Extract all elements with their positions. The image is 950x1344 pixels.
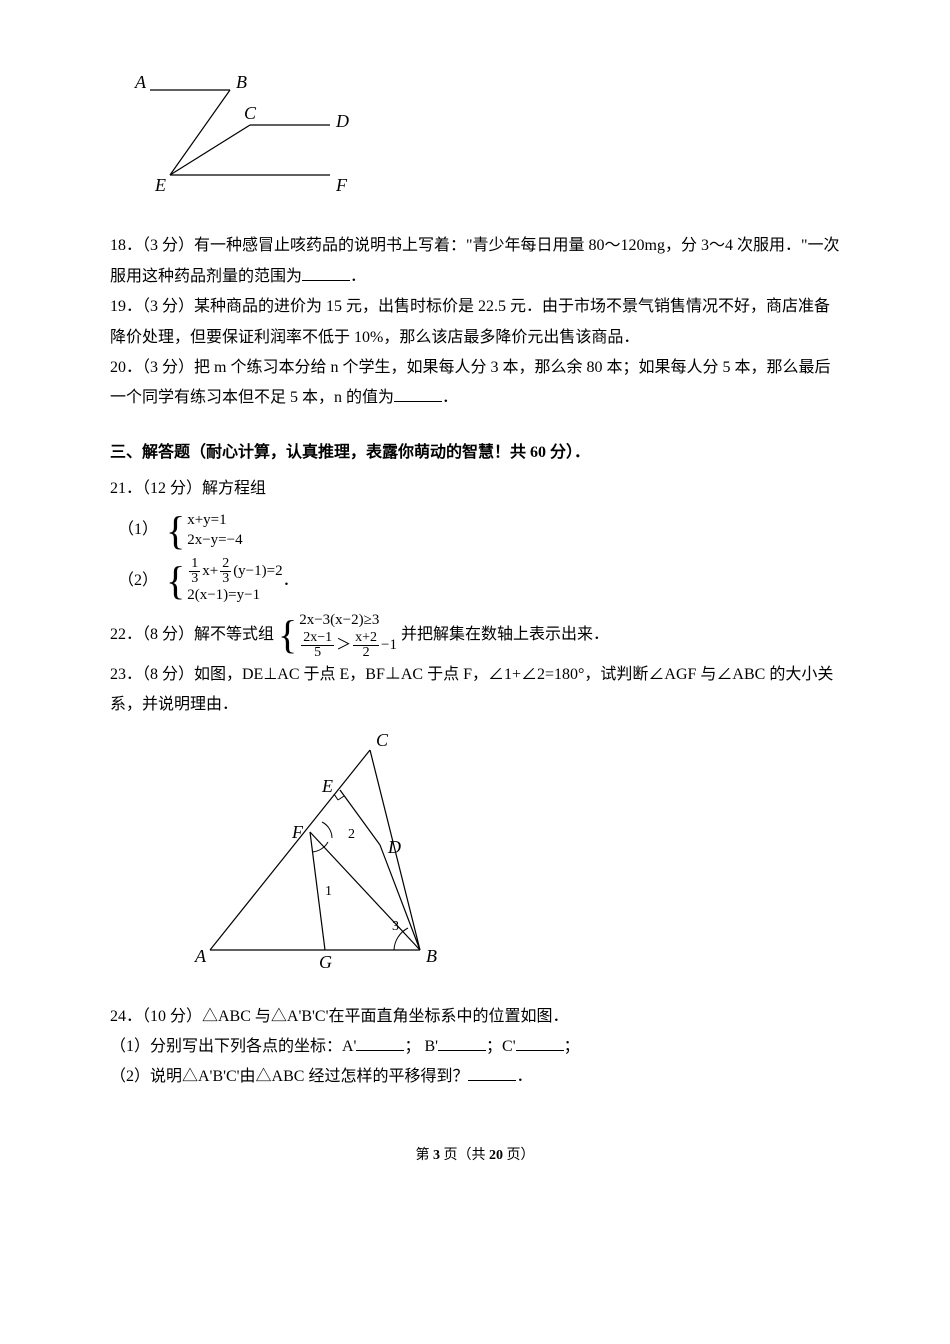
- q20-suffix: ．: [442, 389, 458, 406]
- svg-text:3: 3: [392, 919, 399, 934]
- q22-pre: 22．（8 分）解不等式组: [110, 620, 274, 650]
- q21-sys2-suffix: ．: [283, 566, 299, 596]
- q19-block: 19．（3 分）某种商品的进价为 15 元，出售时标价是 22.5 元．由于市场…: [110, 292, 840, 353]
- q20-blank: [394, 385, 442, 402]
- q21-p2-label: （2）: [118, 566, 158, 596]
- q22-sys-l1: 2x−3(x−2)≥3: [299, 611, 397, 631]
- q21-p1-label: （1）: [118, 515, 158, 545]
- brace-left: {: [166, 511, 185, 551]
- svg-text:F: F: [291, 822, 304, 842]
- svg-text:A: A: [134, 72, 147, 92]
- svg-text:1: 1: [325, 884, 332, 899]
- svg-text:F: F: [335, 175, 348, 195]
- page-footer: 第 3 页（共 20 页）: [110, 1143, 840, 1170]
- section-3-header: 三、解答题（耐心计算，认真推理，表露你萌动的智慧！共 60 分）．: [110, 438, 840, 468]
- svg-text:A: A: [194, 946, 207, 966]
- q17-figure: A BC D E F: [130, 70, 840, 211]
- q22-sys: { 2x−3(x−2)≥3 2x−15＞x+22−1: [278, 611, 397, 660]
- svg-text:E: E: [321, 776, 333, 796]
- q20-block: 20．（3 分）把 m 个练习本分给 n 个学生，如果每人分 3 本，那么余 8…: [110, 353, 840, 414]
- q21-sys1-l2: 2x−y=−4: [187, 531, 242, 551]
- svg-text:C: C: [376, 730, 389, 750]
- svg-text:D: D: [387, 837, 401, 857]
- q22-block: 22．（8 分）解不等式组 { 2x−3(x−2)≥3 2x−15＞x+22−1…: [110, 611, 840, 660]
- svg-text:2: 2: [348, 827, 355, 842]
- q18-text: 18．（3 分）有一种感冒止咳药品的说明书上写着："青少年每日用量 80～120…: [110, 237, 840, 284]
- q21-sys1: { x+y=1 2x−y=−4: [166, 511, 243, 551]
- svg-text:C: C: [244, 103, 257, 123]
- q23-stem: 23．（8 分）如图，DE⊥AC 于点 E，BF⊥AC 于点 F，∠1+∠2=1…: [110, 660, 840, 721]
- q21-sys2: { 13x+23(y−1)=2 2(x−1)=y−1: [166, 557, 283, 606]
- q18-suffix: ．: [350, 268, 366, 285]
- q18-block: 18．（3 分）有一种感冒止咳药品的说明书上写着："青少年每日用量 80～120…: [110, 231, 840, 292]
- q24-blank-a: [356, 1034, 404, 1051]
- brace-left: {: [166, 561, 185, 601]
- q21-stem: 21．（12 分）解方程组: [110, 474, 840, 504]
- q24-part1: （1）分别写出下列各点的坐标：A'； B'；C'；: [110, 1032, 840, 1062]
- q18-blank: [302, 264, 350, 281]
- q20-text: 20．（3 分）把 m 个练习本分给 n 个学生，如果每人分 3 本，那么余 8…: [110, 359, 830, 406]
- q24-part2: （2）说明△A'B'C'由△ABC 经过怎样的平移得到？．: [110, 1062, 840, 1092]
- q22-post: 并把解集在数轴上表示出来．: [401, 620, 609, 650]
- q24-blank-c: [516, 1034, 564, 1051]
- svg-text:B: B: [426, 946, 437, 966]
- svg-text:G: G: [319, 952, 332, 970]
- svg-text:E: E: [154, 175, 166, 195]
- q21-part2: （2） { 13x+23(y−1)=2 2(x−1)=y−1 ．: [118, 557, 840, 606]
- q23-figure: A B C D E F G 1 2 3: [190, 730, 840, 981]
- q21-sys2-l2: 2(x−1)=y−1: [187, 586, 282, 606]
- q24-blank-transform: [468, 1064, 516, 1081]
- q22-sys-l2: 2x−15＞x+22−1: [299, 631, 397, 660]
- brace-left: {: [278, 615, 297, 655]
- q21-sys2-l1: 13x+23(y−1)=2: [187, 557, 282, 586]
- q21-sys1-l1: x+y=1: [187, 511, 242, 531]
- q24-blank-b: [438, 1034, 486, 1051]
- q24-stem: 24．（10 分）△ABC 与△A'B'C'在平面直角坐标系中的位置如图．: [110, 1002, 840, 1032]
- svg-text:B: B: [236, 72, 247, 92]
- q21-part1: （1） { x+y=1 2x−y=−4: [118, 511, 840, 551]
- svg-text:D: D: [335, 111, 349, 131]
- q21-items: （1） { x+y=1 2x−y=−4 （2） { 13x+23(y−1)=2 …: [118, 511, 840, 606]
